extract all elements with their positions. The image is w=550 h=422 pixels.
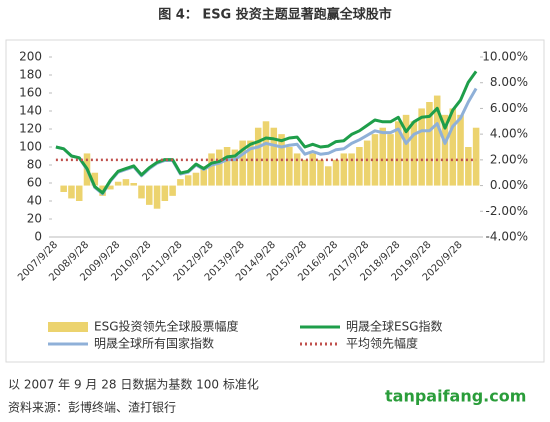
bar: [130, 183, 137, 186]
bar: [293, 153, 301, 186]
bar: [309, 153, 316, 186]
bar: [146, 185, 153, 205]
bar: [441, 114, 449, 186]
bar: [223, 147, 231, 186]
y-tick-label: 80: [27, 158, 42, 172]
bar: [449, 108, 457, 186]
legend-label: 平均领先幅度: [346, 336, 418, 351]
bar: [348, 153, 355, 186]
bar: [340, 153, 348, 186]
legend-label: 明晟全球所有国家指数: [94, 336, 214, 351]
bar: [363, 140, 371, 186]
bar: [402, 114, 410, 186]
y-tick-label: 20: [27, 212, 42, 226]
bar: [371, 134, 379, 186]
y-tick-label: 60: [27, 176, 42, 190]
y-tick-label: 160: [19, 86, 42, 100]
bar: [433, 95, 441, 186]
bar: [472, 127, 480, 186]
bar: [216, 149, 223, 186]
bar: [192, 172, 200, 186]
bar: [286, 147, 293, 186]
y-tick-label: 200: [19, 50, 42, 64]
y2-tick-label: 0.00%: [490, 178, 528, 192]
y2-tick-label: 10.00%: [482, 50, 528, 64]
bar: [208, 153, 215, 186]
y-tick-label: 120: [19, 122, 42, 136]
bar: [153, 185, 161, 209]
bar: [231, 149, 239, 186]
bar: [317, 159, 324, 186]
bar: [247, 140, 254, 186]
bar: [301, 159, 309, 186]
bar: [262, 121, 270, 186]
bar: [184, 175, 192, 186]
line: [55, 70, 478, 195]
bar: [200, 166, 208, 186]
y2-tick-label: 4.00%: [490, 127, 528, 141]
bar: [410, 121, 418, 186]
legend-swatch: [48, 322, 88, 332]
bar: [254, 127, 262, 186]
chart-frame: [5, 39, 545, 363]
bar: [107, 185, 114, 190]
bar: [177, 179, 184, 186]
legend-label: ESG投资领先全球股票幅度: [94, 319, 239, 334]
bar: [465, 147, 472, 186]
bar: [114, 181, 122, 186]
bar: [426, 102, 433, 186]
bar: [68, 185, 75, 199]
bar: [418, 108, 425, 186]
y2-tick-label: -4.00%: [486, 230, 528, 244]
chart-title: 图 4： ESG 投资主题显著跑赢全球股市: [158, 7, 392, 23]
y-tick-label: 140: [19, 104, 42, 118]
bar: [457, 114, 464, 186]
bar: [356, 147, 363, 186]
bar: [122, 179, 130, 186]
bar: [324, 166, 332, 186]
legend-label: 明晟全球ESG指数: [346, 319, 443, 334]
bar: [270, 127, 278, 186]
bar: [332, 159, 340, 186]
watermark: tanpaifang.com: [385, 387, 526, 406]
bar: [169, 185, 176, 196]
note: 以 2007 年 9 月 28 日数据为基数 100 标准化: [8, 377, 259, 392]
y2-tick-label: 8.00%: [490, 75, 528, 89]
y-tick-label: 40: [27, 194, 42, 208]
y-tick-label: 180: [19, 68, 42, 82]
y2-tick-label: 2.00%: [490, 152, 528, 166]
y-tick-label: 0: [34, 230, 42, 244]
y2-tick-label: -2.00%: [486, 204, 528, 218]
y2-tick-label: 6.00%: [490, 101, 528, 115]
y-tick-label: 100: [19, 140, 42, 154]
bar: [387, 134, 394, 186]
note: 资料来源：彭博终端、渣打银行: [8, 400, 176, 415]
bar: [75, 185, 83, 201]
bar: [60, 185, 67, 192]
bar: [161, 185, 169, 201]
bar: [395, 121, 402, 186]
bar: [138, 185, 145, 199]
bar: [239, 140, 246, 186]
bar: [91, 172, 99, 186]
bar: [379, 127, 386, 186]
